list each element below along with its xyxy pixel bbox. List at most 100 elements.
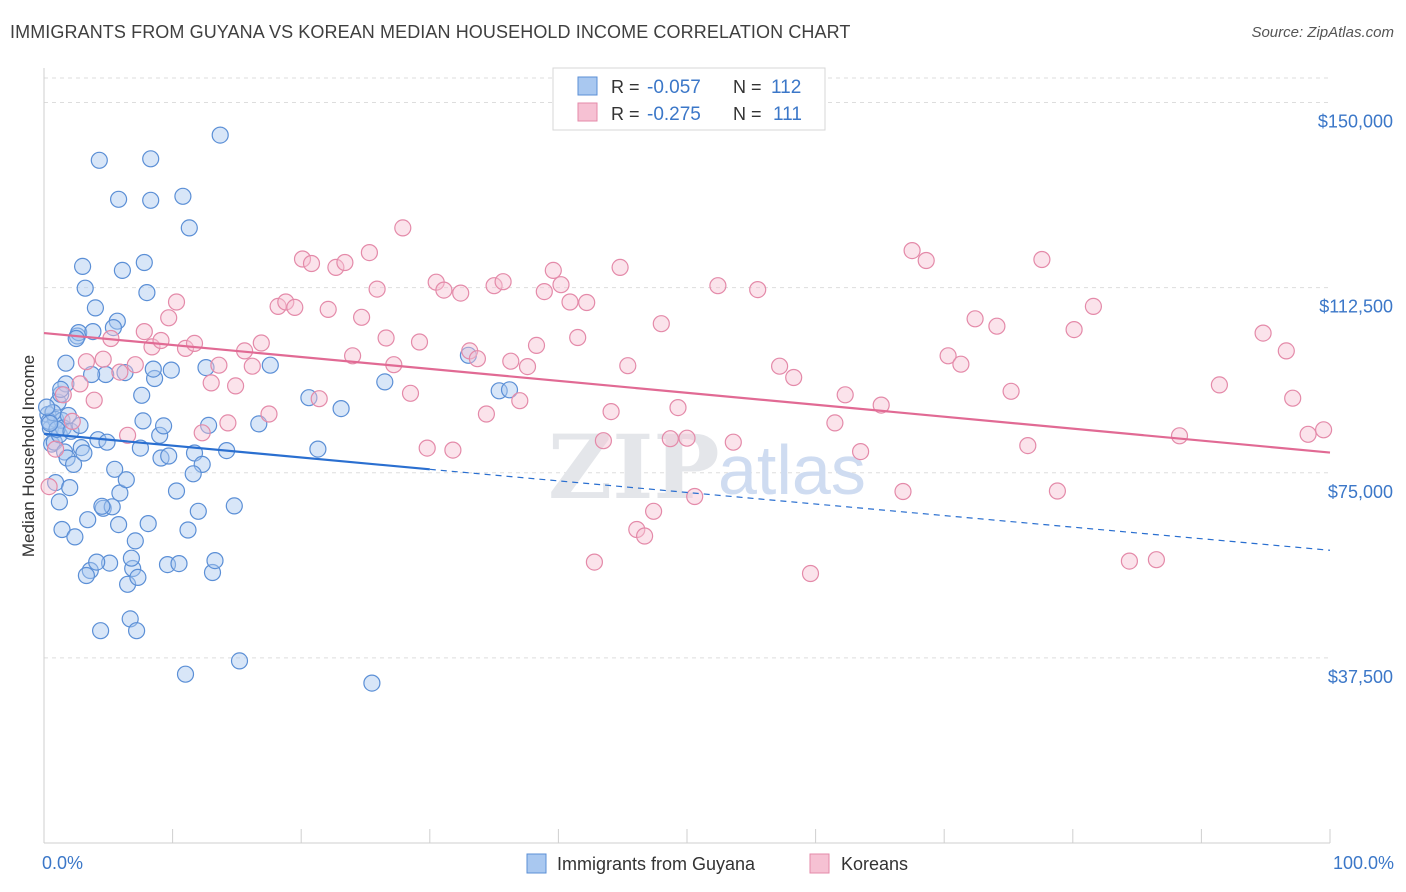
data-point-guyana [189, 502, 207, 520]
data-point-korean [176, 339, 195, 357]
data-point-korean [652, 315, 670, 333]
data-point-korean [1084, 297, 1103, 315]
data-point-korean [77, 353, 96, 371]
data-point-korean [686, 487, 704, 506]
y-tick-label: $112,500 [1319, 297, 1393, 317]
data-point-guyana [134, 412, 152, 430]
stats-legend-swatch-guyana [577, 76, 598, 96]
data-point-korean [293, 250, 312, 268]
data-point-korean [167, 293, 186, 311]
data-point-guyana [211, 126, 229, 144]
data-point-guyana [261, 356, 279, 374]
y-tick-labels: $37,500 $75,000 $112,500 $150,000 [1318, 112, 1393, 687]
data-point-korean [894, 482, 912, 501]
data-point-guyana [500, 381, 519, 399]
data-point-guyana [122, 549, 140, 567]
data-point-korean [435, 281, 453, 299]
data-point-korean [903, 242, 921, 260]
data-point-korean [1254, 324, 1272, 342]
data-point-guyana [309, 440, 327, 458]
data-point-korean [527, 336, 546, 354]
data-point-korean [801, 564, 820, 583]
data-point-korean [185, 334, 204, 352]
data-point-korean [1033, 250, 1051, 269]
data-point-korean [1048, 482, 1067, 500]
data-point-korean [193, 424, 211, 442]
data-point-korean [594, 432, 613, 450]
data-point-korean [619, 357, 637, 375]
data-point-korean [561, 293, 579, 311]
watermark-zip: ZIP [548, 415, 720, 519]
data-point-korean [302, 254, 321, 273]
data-point-korean [243, 357, 261, 375]
data-point-korean [444, 441, 462, 459]
data-point-korean [227, 377, 245, 395]
data-point-korean [724, 433, 742, 451]
data-point-korean [452, 284, 470, 302]
data-point-korean [410, 333, 429, 351]
data-point-guyana [76, 279, 94, 297]
data-point-korean [578, 293, 596, 312]
x-tick-label-max: 100.0% [1333, 853, 1394, 873]
data-point-guyana [93, 497, 111, 515]
x-tick-marks [43, 829, 1331, 843]
data-point-guyana [88, 553, 106, 571]
data-point-korean [749, 281, 767, 299]
stats-legend-r-label-korean: R = [611, 104, 640, 124]
series-legend: Immigrants from Guyana Koreans [526, 853, 908, 874]
data-point-korean [377, 329, 395, 347]
data-point-korean [669, 399, 687, 417]
data-point-korean [569, 328, 587, 347]
data-point-korean [46, 440, 65, 458]
data-point-guyana [100, 554, 119, 572]
data-point-korean [219, 414, 237, 432]
data-point-korean [494, 273, 512, 291]
data-point-korean [1299, 425, 1317, 443]
data-point-korean [611, 258, 629, 276]
data-point-korean [468, 350, 486, 368]
data-point-guyana [98, 433, 116, 451]
data-point-korean [966, 310, 984, 328]
data-point-guyana [144, 360, 162, 378]
data-point-guyana [376, 373, 394, 391]
data-point-guyana [66, 528, 84, 546]
data-point-guyana [142, 150, 160, 168]
stats-legend-r-value-guyana: -0.057 [647, 77, 701, 98]
stats-legend: R = -0.057 N = 112 R = -0.275 N = 111 [552, 67, 826, 131]
data-point-korean [327, 258, 345, 276]
data-point-guyana [197, 359, 215, 377]
data-point-korean [785, 368, 803, 387]
data-point-korean [394, 219, 412, 237]
data-point-korean [1314, 421, 1333, 439]
data-point-korean [988, 317, 1006, 335]
data-point-korean [160, 309, 178, 327]
data-point-guyana [58, 449, 76, 467]
data-point-korean [552, 276, 570, 294]
data-point-korean [635, 527, 654, 545]
data-point-guyana [37, 398, 56, 416]
data-point-korean [518, 358, 537, 376]
data-point-guyana [139, 514, 157, 533]
data-point-guyana [332, 400, 350, 418]
data-point-korean [826, 414, 844, 432]
data-point-guyana [206, 551, 224, 570]
data-point-korean [1120, 552, 1139, 570]
source-label: Source: ZipAtlas.com [1251, 24, 1394, 41]
data-point-guyana [179, 521, 197, 539]
data-point-korean [336, 253, 354, 272]
data-point-korean [260, 405, 278, 423]
data-point-guyana [118, 575, 137, 593]
data-point-korean [1019, 437, 1037, 455]
x-tick-labels: 0.0% 100.0% [42, 853, 1394, 873]
data-point-korean [939, 347, 957, 365]
data-point-korean [1170, 427, 1189, 445]
series-legend-label-korean: Koreans [841, 854, 908, 874]
stats-legend-swatch-korean [577, 102, 598, 122]
trend-line-korean [43, 331, 1331, 454]
chart-title: IMMIGRANTS FROM GUYANA VS KOREAN MEDIAN … [10, 22, 851, 42]
data-point-korean [709, 277, 727, 295]
data-point-korean [152, 331, 170, 350]
y-tick-label: $37,500 [1328, 667, 1393, 687]
data-point-guyana [48, 420, 66, 438]
data-point-korean [277, 293, 295, 311]
